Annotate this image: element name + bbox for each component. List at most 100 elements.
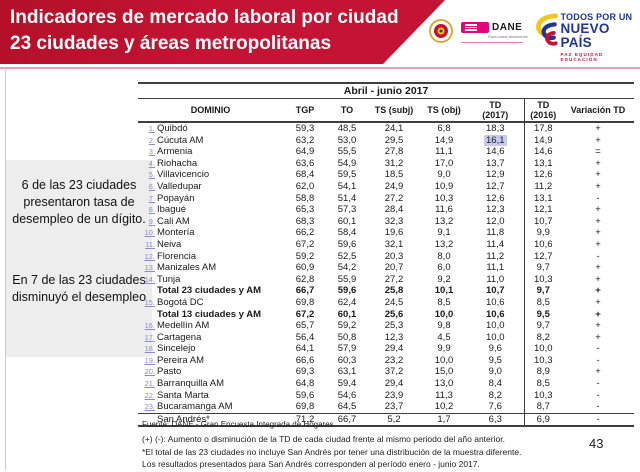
tgp-value: 65,7 (295, 320, 315, 332)
row-number-link[interactable]: 19. (144, 355, 155, 365)
ts-subj-value: 29,5 (384, 134, 404, 146)
row-number-link[interactable]: 18. (144, 344, 155, 354)
tgp-value: 63,2 (295, 134, 315, 146)
to-value: 52,5 (337, 250, 357, 262)
td-2016-value: 17,8 (534, 123, 553, 134)
ts-subj-value: 27,2 (384, 192, 404, 204)
ts-subj-value: 23,2 (384, 354, 404, 366)
variacion-td: - (596, 401, 600, 413)
row-number: 20. (138, 366, 155, 378)
city-name: Manizales AM (157, 262, 217, 274)
page-number: 43 (589, 436, 604, 451)
row-number-link[interactable]: 5. (148, 170, 155, 180)
labor-indicators-table: Abril - junio 2017 DOMINIO TGP TO TS (subj)… (138, 82, 635, 428)
td-2017-value: 14,6 (467, 146, 525, 158)
td-2017-value: 9,6 (467, 343, 525, 355)
td-2017-value: 12,7 (467, 180, 525, 193)
row-number: 23. (138, 401, 155, 413)
tgp-value: 66,6 (295, 354, 315, 366)
city-name: Popayán (157, 192, 195, 204)
td-2017-value: 16,1 (467, 134, 525, 147)
to-value: 54,9 (337, 157, 357, 169)
td-2016-value: 13,1 (534, 157, 553, 169)
row-number-link[interactable]: 3. (148, 147, 155, 157)
row-number-link[interactable]: 10. (144, 228, 155, 238)
table-row: 14. Tunja 62,8 55,9 27,2 9,2 11,0 10,3 + (138, 273, 634, 286)
to-value: 57,3 (337, 204, 357, 216)
td-2017-value: 12,6 (467, 192, 525, 205)
city-name: Bucaramanga AM (157, 401, 233, 413)
row-number-link[interactable]: 16. (144, 321, 155, 331)
row-number-link[interactable]: 8. (148, 205, 155, 215)
tgp-value: 67,2 (295, 238, 315, 250)
city-name: Armenia (157, 146, 193, 158)
slide-title: Indicadores de mercado laboral por ciuda… (10, 7, 399, 54)
row-number-link[interactable]: 23. (144, 402, 155, 412)
row-number-link[interactable]: 4. (148, 158, 155, 168)
table-row: 5. Villavicencio 68,4 59,5 18,5 9,0 12,9 12,6 + (138, 169, 634, 181)
variacion-td: + (595, 262, 601, 274)
ts-subj-value: 20,7 (384, 262, 404, 274)
row-number-link[interactable]: 13. (144, 263, 155, 273)
ts-subj-value: 12,3 (384, 331, 404, 343)
to-value: 54,2 (337, 262, 357, 274)
table-row: 7. Popayán 58,8 51,4 27,2 10,3 12,6 13,1 - (138, 192, 634, 205)
to-value: 54,6 (337, 389, 357, 401)
variacion-td: + (595, 308, 601, 320)
row-number: 15. (138, 297, 155, 309)
td-2017-value: 11,1 (467, 262, 525, 274)
table-row: 8. Ibagué 65,3 57,3 28,4 11,6 12,3 12,1 + (138, 204, 634, 216)
ts-obj-value: 1,7 (421, 412, 467, 428)
ts-obj-value: 13,0 (434, 378, 454, 390)
city-name: Florencia (157, 250, 197, 262)
dane-logo-underline (461, 42, 523, 43)
row-number: 7. (138, 193, 155, 205)
tgp-value: 69,3 (295, 366, 315, 378)
col-header-0: DOMINIO (138, 98, 283, 123)
table-row: 22. Santa Marta 59,6 54,6 23,9 11,3 8,2 10,3 - (138, 389, 634, 402)
table-row: 23. Bucaramanga AM 69,8 64,5 23,7 10,2 7,6 8,7 - (138, 401, 634, 414)
to-value: 59,6 (337, 238, 357, 250)
row-number: 14. (138, 274, 155, 286)
tgp-value: 68,4 (295, 169, 315, 181)
td-2016-value: 13,1 (534, 192, 553, 204)
row-number-link[interactable]: 22. (144, 390, 155, 400)
row-number-link[interactable]: 21. (144, 379, 155, 389)
row-number-link[interactable]: 12. (144, 251, 155, 261)
td-2017-value: 12,9 (467, 169, 525, 181)
variacion-td: - (562, 412, 635, 428)
to-value: 60,3 (337, 354, 357, 366)
row-number-link[interactable]: 2. (148, 135, 155, 145)
ts-subj-value: 18,5 (384, 169, 404, 181)
left-edge-line (5, 70, 6, 470)
city-name: Pasto (157, 366, 182, 378)
to-value: 62,4 (337, 296, 357, 308)
colombia-coat-of-arms-icon (429, 19, 453, 43)
row-number: 11. (138, 239, 155, 251)
footnote-source: Fuente: DANE - Gran Encuesta Integrada d… (142, 420, 334, 429)
city-name: Total 23 ciudades y AM (157, 285, 261, 297)
td-2017-value: 11,4 (467, 238, 525, 251)
tgp-value: 66,7 (295, 285, 315, 297)
td-2017-value: 10,6 (467, 296, 525, 309)
city-name: Montería (157, 227, 195, 239)
row-number-link[interactable]: 7. (148, 193, 155, 203)
row-number-link[interactable]: 1. (148, 124, 155, 133)
ts-obj-value: 8,5 (437, 296, 451, 308)
row-number-link[interactable]: 11. (145, 239, 155, 249)
row-number-link[interactable]: 20. (144, 367, 155, 377)
row-number-link[interactable]: 15. (144, 297, 155, 307)
row-number-link[interactable]: 17. (144, 332, 155, 342)
to-value: 59,6 (337, 285, 357, 297)
tgp-value: 71,2 (283, 412, 327, 428)
td-2016-value: 10,3 (534, 354, 553, 366)
row-number-link[interactable]: 6. (148, 181, 155, 191)
row-number-link[interactable]: 14. (144, 274, 155, 284)
city-name: Cartagena (157, 331, 202, 343)
table-row: 1. Quibdó 59,3 48,5 24,1 6,8 18,3 17,8 + (138, 122, 634, 135)
ts-subj-value: 32,1 (384, 238, 404, 250)
variacion-td: + (595, 227, 601, 239)
td-2016-value: 9,9 (536, 227, 550, 239)
row-number: 5. (138, 169, 155, 181)
row-number-link[interactable]: 9. (148, 216, 155, 226)
